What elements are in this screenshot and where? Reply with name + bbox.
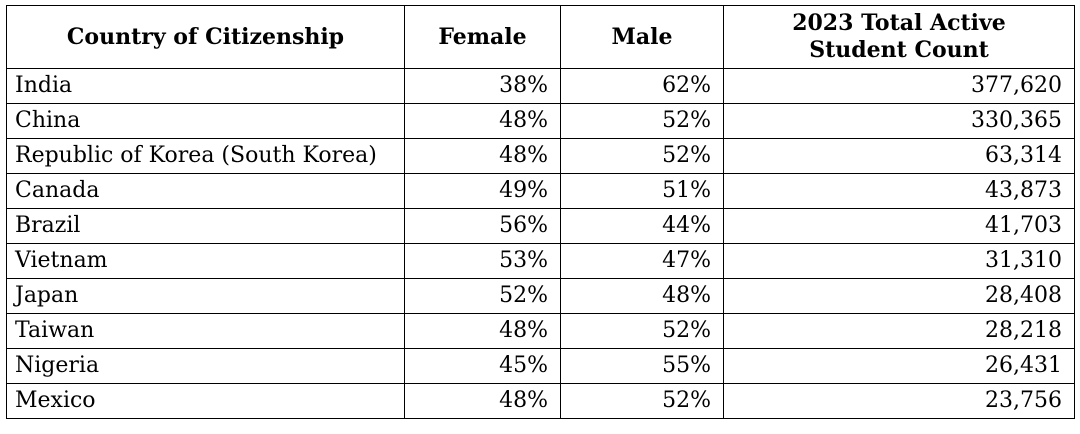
table-row: Canada 49% 51% 43,873 [6, 173, 1075, 209]
cell-female: 49% [404, 173, 561, 209]
cell-total: 31,310 [723, 243, 1075, 279]
table-row: Republic of Korea (South Korea) 48% 52% … [6, 138, 1075, 174]
cell-total: 43,873 [723, 173, 1075, 209]
cell-female: 48% [404, 138, 561, 174]
cell-total: 23,756 [723, 383, 1075, 419]
cell-country: Brazil [6, 208, 405, 244]
table-row: Vietnam 53% 47% 31,310 [6, 243, 1075, 279]
header-total-line1: 2023 Total Active [792, 10, 1006, 36]
cell-male: 48% [560, 278, 724, 314]
cell-country: Mexico [6, 383, 405, 419]
cell-female: 48% [404, 383, 561, 419]
header-female: Female [404, 5, 561, 69]
header-male: Male [560, 5, 724, 69]
cell-country: Vietnam [6, 243, 405, 279]
table-row: Mexico 48% 52% 23,756 [6, 383, 1075, 419]
cell-female: 53% [404, 243, 561, 279]
cell-country: China [6, 103, 405, 139]
cell-total: 28,408 [723, 278, 1075, 314]
table-row: Taiwan 48% 52% 28,218 [6, 313, 1075, 349]
table-row: India 38% 62% 377,620 [6, 68, 1075, 104]
cell-country: Japan [6, 278, 405, 314]
cell-country: Republic of Korea (South Korea) [6, 138, 405, 174]
cell-total: 330,365 [723, 103, 1075, 139]
header-row: Country of Citizenship Female Male 2023 … [6, 5, 1075, 69]
cell-female: 48% [404, 103, 561, 139]
cell-country: India [6, 68, 405, 104]
cell-male: 51% [560, 173, 724, 209]
cell-total: 26,431 [723, 348, 1075, 384]
cell-male: 52% [560, 313, 724, 349]
table-body: India 38% 62% 377,620 China 48% 52% 330,… [6, 68, 1075, 419]
cell-female: 38% [404, 68, 561, 104]
cell-total: 377,620 [723, 68, 1075, 104]
cell-female: 52% [404, 278, 561, 314]
cell-male: 52% [560, 103, 724, 139]
cell-male: 55% [560, 348, 724, 384]
cell-total: 41,703 [723, 208, 1075, 244]
citizenship-table: Country of Citizenship Female Male 2023 … [6, 5, 1075, 419]
cell-female: 45% [404, 348, 561, 384]
cell-total: 63,314 [723, 138, 1075, 174]
table-row: China 48% 52% 330,365 [6, 103, 1075, 139]
cell-male: 47% [560, 243, 724, 279]
cell-total: 28,218 [723, 313, 1075, 349]
table-row: Nigeria 45% 55% 26,431 [6, 348, 1075, 384]
header-total-line2: Student Count [809, 37, 989, 63]
cell-country: Taiwan [6, 313, 405, 349]
header-country: Country of Citizenship [6, 5, 405, 69]
cell-female: 48% [404, 313, 561, 349]
cell-country: Nigeria [6, 348, 405, 384]
cell-male: 52% [560, 138, 724, 174]
cell-male: 52% [560, 383, 724, 419]
header-total: 2023 Total Active Student Count [723, 5, 1075, 69]
table-row: Brazil 56% 44% 41,703 [6, 208, 1075, 244]
table-header: Country of Citizenship Female Male 2023 … [6, 5, 1075, 69]
cell-country: Canada [6, 173, 405, 209]
cell-female: 56% [404, 208, 561, 244]
cell-male: 62% [560, 68, 724, 104]
table-row: Japan 52% 48% 28,408 [6, 278, 1075, 314]
cell-male: 44% [560, 208, 724, 244]
